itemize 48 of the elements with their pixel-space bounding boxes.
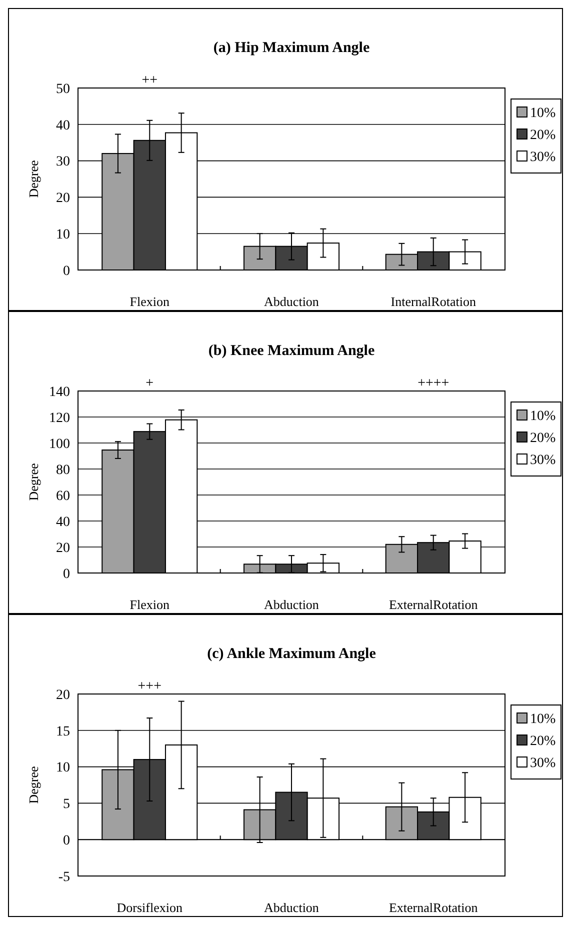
y-tick-label: 30 <box>56 154 70 170</box>
y-tick-label: 10 <box>56 760 70 776</box>
x-tick-label: Dorsiflexion <box>116 900 183 915</box>
legend-label: 30% <box>530 756 556 771</box>
y-tick-label: 50 <box>56 82 70 97</box>
annotation: +++ <box>138 679 162 694</box>
y-tick-label: 0 <box>63 834 70 848</box>
y-tick-label: 40 <box>56 118 70 134</box>
y-tick-label: -5 <box>58 870 70 885</box>
y-tick-label: 60 <box>56 488 70 504</box>
y-tick-label: 140 <box>49 384 70 400</box>
x-tick-label: Abduction <box>264 597 320 612</box>
annotation: + <box>146 376 154 391</box>
legend-label: 20% <box>530 431 556 446</box>
x-tick-label: Abduction <box>264 900 320 915</box>
legend-label: 30% <box>530 150 556 165</box>
x-tick-label: ExternalRotation <box>388 900 478 915</box>
legend-label: 10% <box>530 712 556 727</box>
y-tick-label: 10 <box>56 228 70 242</box>
legend-label: 10% <box>530 409 556 424</box>
legend-label: 20% <box>530 734 556 749</box>
x-tick-label: Flexion <box>130 294 170 309</box>
y-tick-label: 20 <box>56 191 70 206</box>
y-axis-title: Degree <box>26 463 41 501</box>
x-tick-label: Flexion <box>130 597 170 612</box>
chart-title: (a) Hip Maximum Angle <box>213 40 370 56</box>
legend-label: 20% <box>530 128 556 143</box>
x-tick-label: ExternalRotation <box>388 597 478 612</box>
x-tick-label: Abduction <box>264 294 320 309</box>
annotation: ++++ <box>418 376 450 391</box>
legend-label: 10% <box>530 106 556 121</box>
y-tick-label: 40 <box>56 514 70 530</box>
y-tick-label: 120 <box>49 410 70 426</box>
y-tick-label: 20 <box>56 540 70 556</box>
x-tick-label: InternalRotation <box>390 294 476 309</box>
y-tick-label: 15 <box>56 724 70 740</box>
annotation: ++ <box>142 73 158 88</box>
y-tick-label: 0 <box>63 566 70 582</box>
y-tick-label: 0 <box>63 264 70 279</box>
y-tick-label: 80 <box>56 462 70 478</box>
y-tick-label: 20 <box>56 688 70 703</box>
chart-title: (b) Knee Maximum Angle <box>208 343 375 359</box>
legend-label: 30% <box>530 453 556 468</box>
y-axis-title: Degree <box>26 766 41 804</box>
y-tick-label: 100 <box>49 436 70 452</box>
y-tick-label: 5 <box>63 797 70 812</box>
y-axis-title: Degree <box>26 160 41 198</box>
chart-title: (c) Ankle Maximum Angle <box>207 646 376 662</box>
